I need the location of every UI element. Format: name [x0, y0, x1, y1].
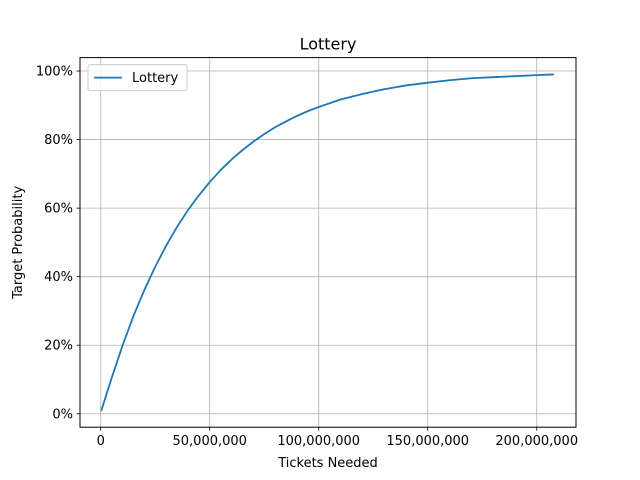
x-tick-label: 0 — [97, 434, 105, 449]
x-tick-label: 50,000,000 — [173, 434, 247, 449]
y-tick-label: 20% — [44, 339, 73, 354]
x-tick-label: 200,000,000 — [495, 434, 578, 449]
legend-entry-lottery: Lottery — [132, 71, 179, 86]
chart-title: Lottery — [300, 35, 357, 54]
y-tick-label: 40% — [44, 270, 73, 285]
x-tick-label: 150,000,000 — [386, 434, 469, 449]
ticks: 0 50,000,000 100,000,000 150,000,000 200,000… — [36, 65, 578, 450]
grid — [80, 57, 576, 428]
plot-frame — [79, 57, 577, 428]
y-tick-label: 100% — [36, 65, 73, 80]
x-tick-label: 100,000,000 — [277, 434, 360, 449]
y-tick-label: 60% — [44, 202, 73, 217]
legend: Lottery — [87, 64, 188, 92]
y-tick-label: 80% — [44, 133, 73, 148]
y-axis-label: Target Probability — [11, 186, 26, 300]
y-tick-label: 0% — [52, 407, 73, 422]
legend-box — [87, 64, 188, 92]
series-layer — [100, 73, 555, 412]
x-axis-label: Tickets Needed — [277, 456, 378, 471]
series-line-lottery — [100, 73, 555, 412]
